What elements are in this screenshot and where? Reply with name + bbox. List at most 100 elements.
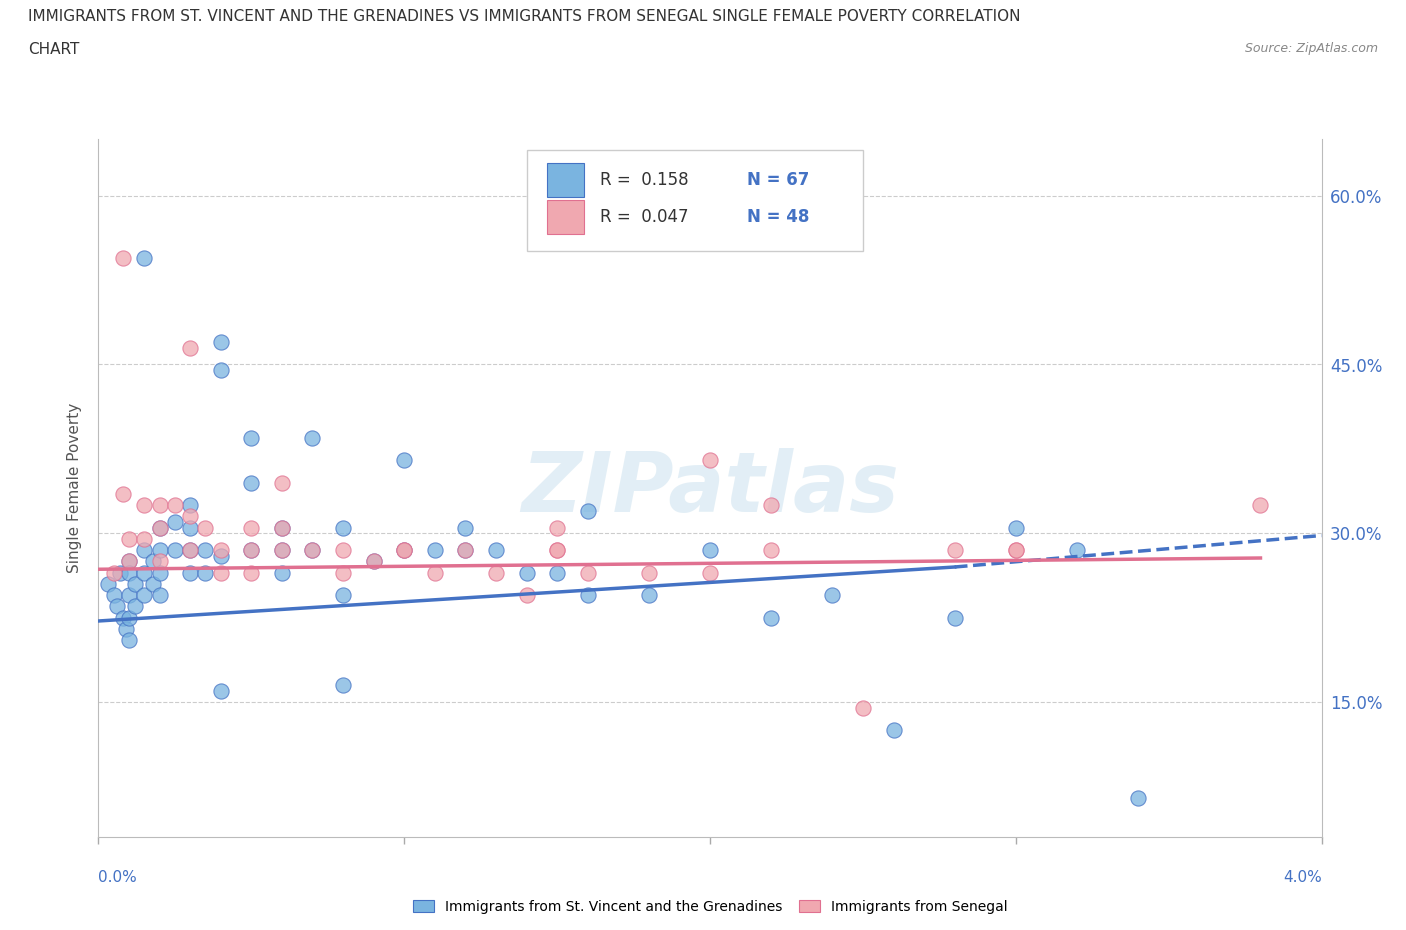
Point [1066, 543, 1088, 558]
Point [111, 486, 134, 501]
Point [576, 588, 599, 603]
Point [699, 453, 721, 468]
Point [134, 543, 156, 558]
Point [179, 565, 201, 580]
Point [179, 509, 201, 524]
Text: IMMIGRANTS FROM ST. VINCENT AND THE GRENADINES VS IMMIGRANTS FROM SENEGAL SINGLE: IMMIGRANTS FROM ST. VINCENT AND THE GREN… [28, 9, 1021, 24]
Point [546, 543, 568, 558]
Point [637, 565, 661, 580]
Text: R =  0.047: R = 0.047 [600, 208, 689, 226]
Point [270, 565, 294, 580]
Point [134, 588, 156, 603]
Point [240, 543, 263, 558]
Text: R =  0.158: R = 0.158 [600, 171, 689, 189]
FancyBboxPatch shape [547, 200, 583, 233]
Point [163, 498, 186, 512]
Point [163, 514, 186, 529]
Point [943, 543, 966, 558]
Point [1004, 543, 1026, 558]
Point [118, 632, 141, 647]
Point [637, 588, 661, 603]
Point [149, 498, 172, 512]
Point [454, 543, 477, 558]
Point [124, 577, 146, 591]
Point [118, 554, 141, 569]
Point [240, 431, 263, 445]
Point [759, 498, 782, 512]
Point [423, 543, 446, 558]
Point [240, 475, 263, 490]
Text: Source: ZipAtlas.com: Source: ZipAtlas.com [1244, 42, 1378, 55]
Text: N = 48: N = 48 [747, 208, 808, 226]
Point [118, 531, 141, 546]
Point [149, 565, 172, 580]
Point [485, 565, 508, 580]
Point [209, 684, 232, 698]
Point [108, 565, 131, 580]
Point [134, 531, 156, 546]
Point [134, 498, 156, 512]
Point [516, 588, 538, 603]
Point [270, 520, 294, 535]
Point [363, 554, 385, 569]
Point [392, 453, 416, 468]
Point [546, 565, 568, 580]
Point [111, 250, 134, 265]
Point [1004, 520, 1026, 535]
Point [240, 565, 263, 580]
Point [163, 543, 186, 558]
Point [852, 700, 875, 715]
Point [97, 577, 120, 591]
Point [179, 543, 201, 558]
Point [454, 543, 477, 558]
Point [134, 565, 156, 580]
Point [546, 520, 568, 535]
Point [103, 588, 125, 603]
Point [332, 543, 354, 558]
FancyBboxPatch shape [547, 164, 583, 197]
Point [118, 588, 141, 603]
Point [699, 565, 721, 580]
Point [179, 543, 201, 558]
Point [392, 543, 416, 558]
Point [270, 543, 294, 558]
Point [118, 610, 141, 625]
Point [759, 610, 782, 625]
Point [209, 543, 232, 558]
Text: ZIPatlas: ZIPatlas [522, 447, 898, 529]
Point [301, 543, 323, 558]
Point [1249, 498, 1271, 512]
Point [118, 565, 141, 580]
Point [149, 554, 172, 569]
Text: CHART: CHART [28, 42, 80, 57]
Point [301, 431, 323, 445]
Point [209, 363, 232, 378]
Point [516, 565, 538, 580]
Point [103, 565, 125, 580]
Point [118, 554, 141, 569]
Point [105, 599, 128, 614]
Point [240, 543, 263, 558]
Point [179, 520, 201, 535]
Point [943, 610, 966, 625]
Point [821, 588, 844, 603]
Point [332, 588, 354, 603]
Point [270, 520, 294, 535]
Point [332, 678, 354, 693]
Point [115, 621, 138, 636]
Point [546, 543, 568, 558]
Point [194, 520, 217, 535]
Point [392, 543, 416, 558]
Point [423, 565, 446, 580]
Point [699, 543, 721, 558]
Text: 0.0%: 0.0% [98, 870, 138, 884]
Point [149, 520, 172, 535]
Point [209, 335, 232, 350]
Point [149, 520, 172, 535]
Y-axis label: Single Female Poverty: Single Female Poverty [67, 403, 83, 574]
Text: N = 67: N = 67 [747, 171, 808, 189]
Point [149, 588, 172, 603]
Point [134, 250, 156, 265]
Point [194, 543, 217, 558]
Point [240, 520, 263, 535]
